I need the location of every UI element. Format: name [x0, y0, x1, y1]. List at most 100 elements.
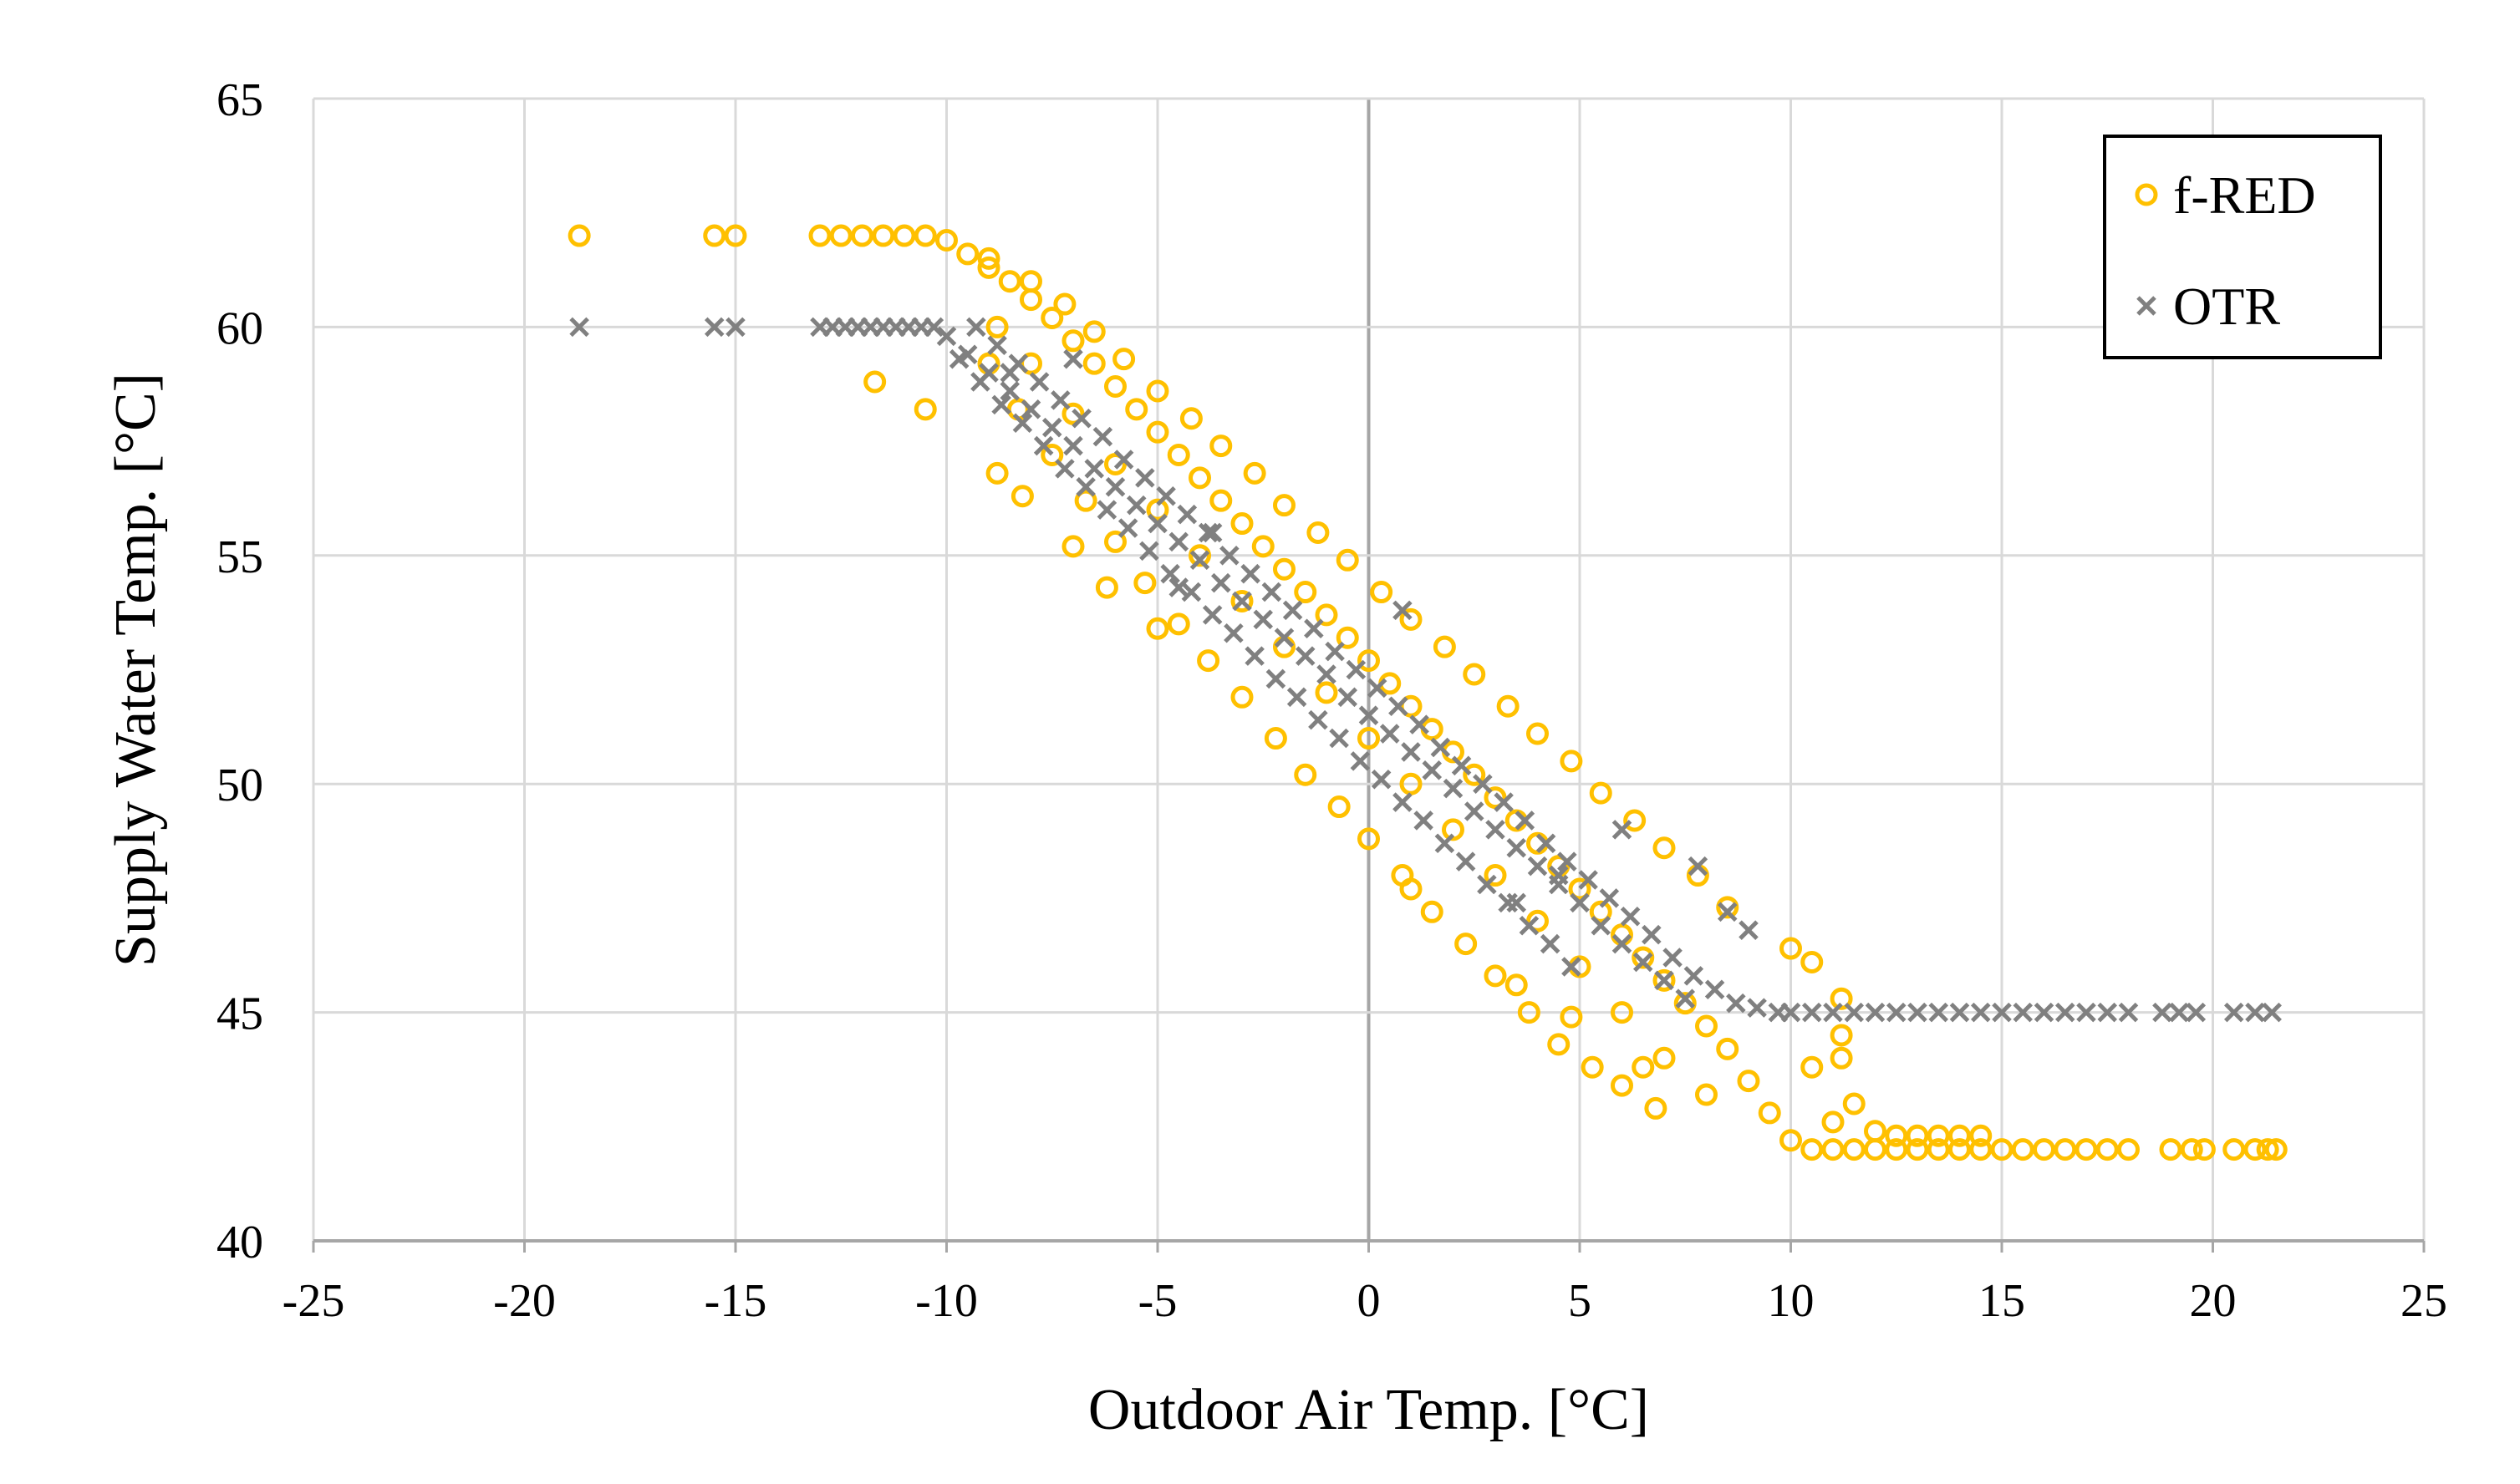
point-f-red — [1779, 1129, 1802, 1152]
x-stroke — [1739, 920, 1759, 940]
point-otr — [1620, 907, 1641, 927]
point-otr — [1519, 915, 1540, 936]
point-otr — [1198, 522, 1219, 543]
point-otr — [924, 317, 944, 338]
x-stroke — [1295, 646, 1316, 666]
point-otr — [2054, 1002, 2075, 1023]
point-otr — [1561, 957, 1581, 977]
x-stroke — [1430, 737, 1451, 758]
point-f-red — [1020, 288, 1042, 312]
x-stroke — [1485, 820, 1505, 840]
x-stroke — [2013, 1002, 2034, 1023]
point-f-red — [1399, 772, 1423, 795]
x-stroke — [1219, 546, 1240, 566]
point-otr — [1325, 641, 1345, 662]
point-otr — [1092, 426, 1113, 447]
x-stroke — [2186, 1002, 2207, 1023]
point-f-red — [1264, 727, 1287, 750]
x-stroke — [1409, 714, 1429, 734]
point-otr — [1473, 774, 1493, 794]
point-f-red — [1547, 1033, 1571, 1056]
point-otr — [1295, 646, 1316, 666]
point-otr — [1033, 435, 1054, 456]
point-otr — [1392, 792, 1413, 812]
x-stroke — [1451, 755, 1472, 776]
x-stroke — [2245, 1002, 2265, 1023]
x-stroke — [1717, 902, 1738, 922]
x-stroke — [1135, 468, 1155, 488]
point-otr — [1886, 1002, 1907, 1023]
x-stroke — [1611, 820, 1632, 840]
point-f-red — [1484, 786, 1507, 810]
x-stroke — [1494, 792, 1514, 812]
point-otr — [1371, 769, 1392, 790]
x-stroke — [1704, 979, 1725, 1000]
point-otr — [1443, 778, 1464, 799]
point-otr — [1928, 1002, 1949, 1023]
x-stroke — [1072, 408, 1092, 429]
point-f-red — [1146, 420, 1169, 444]
point-f-red — [2180, 1138, 2203, 1161]
point-otr — [1063, 348, 1083, 369]
x-stroke — [1041, 417, 1062, 438]
point-f-red — [1230, 589, 1254, 612]
point-f-red — [2159, 1138, 2182, 1161]
series-f-red — [568, 224, 2288, 1161]
point-f-red — [1294, 763, 1317, 786]
x-stroke — [1117, 518, 1138, 538]
point-f-red — [1061, 535, 1085, 558]
point-otr — [569, 317, 589, 338]
point-otr — [1245, 646, 1265, 666]
point-otr — [1240, 563, 1260, 584]
legend-marker-otr — [2136, 296, 2156, 316]
x-stroke — [936, 326, 957, 347]
point-f-red — [1306, 521, 1330, 544]
x-stroke — [1477, 874, 1497, 895]
x-stroke — [2136, 296, 2156, 316]
point-f-red — [2192, 1138, 2216, 1161]
x-stroke — [1350, 751, 1371, 771]
point-otr — [1063, 435, 1083, 456]
x-stroke — [1928, 1002, 1949, 1023]
x-tick-label: 0 — [1357, 1275, 1381, 1327]
point-otr — [1329, 728, 1349, 749]
point-f-red — [1779, 937, 1802, 960]
point-f-red — [1061, 329, 1085, 353]
point-f-red — [1189, 544, 1211, 567]
x-stroke — [1265, 668, 1286, 689]
point-f-red — [1611, 1074, 1633, 1097]
point-otr — [1189, 550, 1210, 571]
x-stroke — [1611, 933, 1632, 954]
point-otr — [1337, 687, 1358, 708]
x-stroke — [1473, 774, 1493, 794]
point-otr — [725, 317, 746, 338]
y-tick-label: 60 — [216, 302, 263, 354]
point-f-red — [1969, 1138, 1993, 1161]
point-f-red — [1442, 818, 1464, 841]
x-stroke — [1548, 865, 1569, 886]
point-otr — [949, 348, 970, 369]
point-otr — [991, 394, 1011, 415]
x-stroke — [1148, 513, 1168, 534]
x-stroke — [1126, 495, 1147, 516]
point-otr — [1570, 892, 1590, 913]
y-tick-label: 40 — [216, 1217, 263, 1268]
x-stroke — [1865, 1002, 1886, 1023]
point-f-red — [914, 224, 937, 247]
point-otr — [987, 335, 1007, 356]
x-stroke — [704, 317, 725, 338]
point-f-red — [1167, 444, 1190, 467]
point-f-red — [1082, 320, 1106, 343]
point-f-red — [1370, 581, 1393, 604]
point-otr — [1515, 811, 1535, 831]
x-stroke — [1076, 477, 1096, 497]
point-otr — [1346, 659, 1367, 680]
point-f-red — [1484, 864, 1507, 887]
point-f-red — [1230, 685, 1254, 709]
point-otr — [1219, 546, 1240, 566]
point-f-red — [1611, 1001, 1633, 1024]
point-f-red — [1632, 1055, 1655, 1079]
x-stroke — [1392, 600, 1413, 621]
point-f-red — [1652, 1046, 1676, 1070]
x-stroke — [1358, 705, 1379, 725]
